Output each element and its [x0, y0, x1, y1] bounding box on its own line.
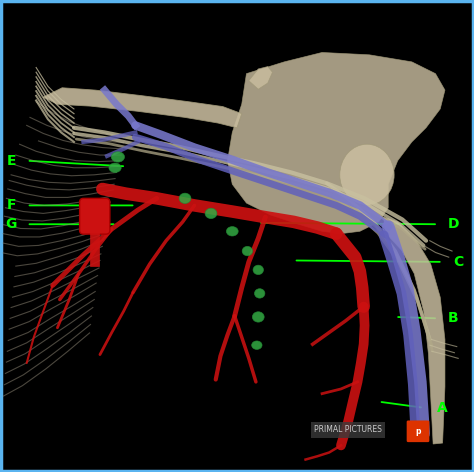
- Text: p: p: [415, 427, 421, 436]
- Ellipse shape: [340, 144, 394, 205]
- Ellipse shape: [111, 152, 125, 162]
- Ellipse shape: [252, 312, 264, 322]
- Text: E: E: [6, 154, 16, 168]
- FancyBboxPatch shape: [80, 198, 110, 234]
- Text: C: C: [453, 255, 463, 269]
- Ellipse shape: [253, 265, 264, 275]
- Ellipse shape: [255, 289, 265, 298]
- Polygon shape: [249, 67, 273, 89]
- Text: PRIMAL PICTURES: PRIMAL PICTURES: [314, 425, 382, 434]
- Polygon shape: [228, 52, 445, 234]
- Ellipse shape: [227, 227, 238, 236]
- Ellipse shape: [242, 246, 253, 256]
- Text: F: F: [6, 198, 16, 212]
- Text: B: B: [448, 312, 459, 325]
- Text: G: G: [5, 217, 17, 231]
- FancyBboxPatch shape: [407, 421, 429, 442]
- Polygon shape: [383, 217, 445, 444]
- Ellipse shape: [205, 208, 217, 219]
- Ellipse shape: [109, 163, 121, 172]
- Text: D: D: [448, 217, 459, 231]
- Text: A: A: [437, 401, 448, 415]
- Ellipse shape: [179, 193, 191, 203]
- Polygon shape: [43, 88, 242, 128]
- Ellipse shape: [252, 341, 262, 349]
